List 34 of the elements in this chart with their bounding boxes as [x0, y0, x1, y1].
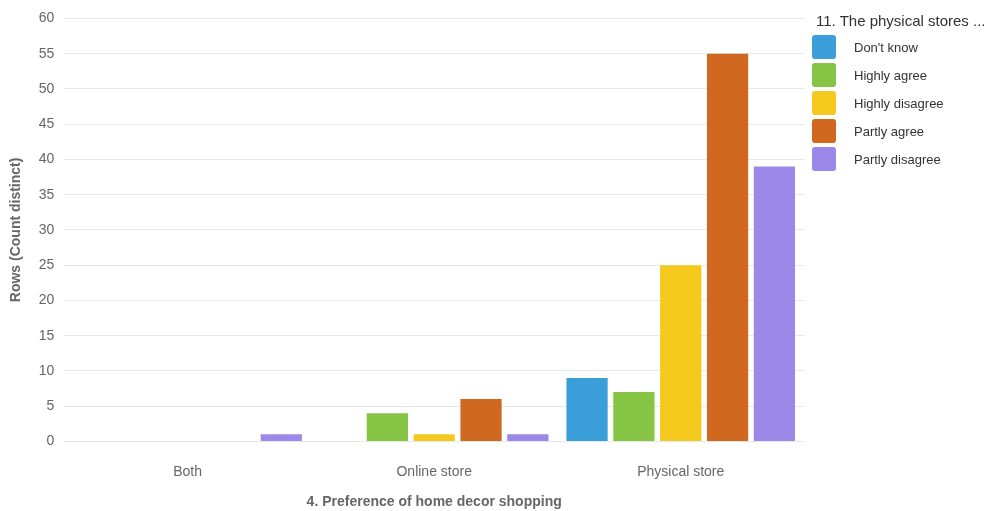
- y-axis-title: Rows (Count distinct): [7, 157, 24, 303]
- y-tick-label: 10: [38, 361, 55, 378]
- y-tick-label: 20: [38, 291, 55, 308]
- y-tick-label: 45: [38, 115, 55, 132]
- legend-label: Partly agree: [854, 123, 925, 139]
- bar: [706, 53, 749, 441]
- x-axis-title: 4. Preference of home decor shopping: [306, 493, 562, 510]
- y-tick-label: 50: [38, 79, 55, 96]
- y-tick-label: 60: [38, 9, 55, 26]
- bar: [260, 434, 302, 441]
- y-tick-label: 0: [46, 432, 55, 449]
- bar: [413, 434, 455, 441]
- legend-title: 11. The physical stores ...: [816, 12, 987, 29]
- y-tick-label: 30: [38, 220, 55, 237]
- bar: [566, 377, 608, 441]
- bar: [507, 434, 549, 441]
- x-tick-label: Online store: [396, 462, 473, 479]
- y-tick-label: 5: [46, 397, 55, 414]
- legend-label: Highly disagree: [854, 95, 944, 111]
- bar: [753, 166, 796, 441]
- legend-label: Highly agree: [854, 67, 927, 83]
- x-tick-label: Both: [173, 462, 203, 479]
- y-tick-label: 15: [38, 326, 55, 343]
- y-tick-label: 25: [38, 256, 55, 273]
- bar: [366, 413, 408, 441]
- legend-label: Don't know: [854, 39, 918, 55]
- bar: [660, 265, 702, 441]
- y-tick-label: 35: [38, 185, 55, 202]
- bar: [613, 392, 655, 441]
- y-tick-label: 55: [38, 44, 55, 61]
- y-tick-label: 40: [38, 150, 55, 167]
- legend-label: Partly disagree: [854, 151, 941, 167]
- x-tick-label: Physical store: [637, 462, 725, 479]
- bar: [460, 399, 502, 441]
